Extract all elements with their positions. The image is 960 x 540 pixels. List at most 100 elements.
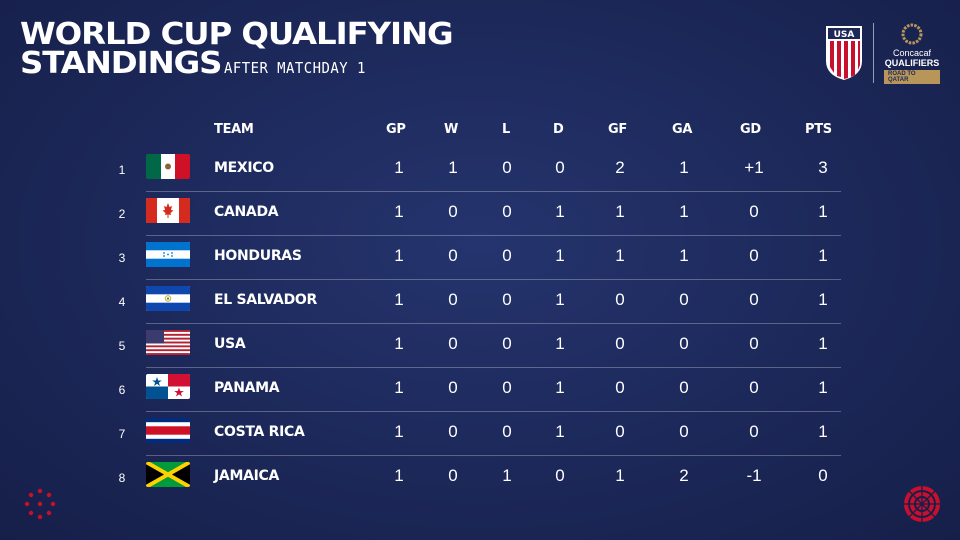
gd-cell: 0 — [749, 334, 759, 353]
d-cell: 0 — [555, 466, 565, 485]
team-name-cell: PANAMA — [214, 380, 280, 396]
costa-rica-flag-icon — [146, 418, 190, 443]
col-header-gp: GP — [386, 122, 406, 137]
table-row: 6 PANAMA 1 0 0 1 0 0 0 1 — [0, 368, 960, 412]
ga-cell: 1 — [679, 246, 689, 265]
team-name-cell: USA — [214, 336, 246, 352]
table-row: 5 USA 1 0 0 1 0 0 0 1 — [0, 324, 960, 368]
rank-cell: 7 — [118, 427, 126, 441]
ussf-seal-icon — [904, 486, 940, 522]
w-cell: 0 — [448, 334, 458, 353]
table-row: 7 COSTA RICA 1 0 0 1 0 0 0 1 — [0, 412, 960, 456]
gp-cell: 1 — [394, 246, 404, 265]
d-cell: 1 — [555, 334, 565, 353]
panama-flag-icon — [146, 374, 190, 399]
ga-cell: 0 — [679, 290, 689, 309]
gd-cell: 0 — [749, 202, 759, 221]
rank-cell: 6 — [118, 383, 126, 397]
d-cell: 1 — [555, 378, 565, 397]
rank-cell: 5 — [118, 339, 126, 353]
row-divider — [146, 279, 841, 280]
row-divider — [146, 367, 841, 368]
gd-cell: -1 — [746, 466, 762, 485]
honduras-flag-icon — [146, 242, 190, 267]
qualifiers-label: QUALIFIERS — [884, 58, 940, 68]
w-cell: 1 — [448, 158, 458, 177]
logo-group: USA Concacaf QUALIFIERS ROAD TO QATAR — [825, 22, 940, 84]
row-divider — [146, 235, 841, 236]
team-name-cell: HONDURAS — [214, 248, 302, 264]
l-cell: 0 — [502, 246, 512, 265]
canada-flag-icon — [146, 198, 190, 223]
concacaf-label: Concacaf — [892, 48, 932, 58]
gd-cell: 0 — [749, 378, 759, 397]
col-header-gd: GD — [740, 122, 761, 137]
col-header-ga: GA — [672, 122, 693, 137]
gf-cell: 0 — [615, 334, 625, 353]
l-cell: 0 — [502, 334, 512, 353]
concacaf-ring-icon — [901, 23, 923, 45]
d-cell: 1 — [555, 246, 565, 265]
w-cell: 0 — [448, 378, 458, 397]
d-cell: 0 — [555, 158, 565, 177]
ga-cell: 0 — [679, 334, 689, 353]
gd-cell: 0 — [749, 422, 759, 441]
team-name-cell: MEXICO — [214, 160, 274, 176]
gf-cell: 0 — [615, 378, 625, 397]
pts-cell: 1 — [818, 290, 828, 309]
l-cell: 0 — [502, 202, 512, 221]
title-block: WORLD CUP QUALIFYING STANDINGS AFTER MAT… — [20, 20, 454, 81]
pts-cell: 1 — [818, 334, 828, 353]
pts-cell: 3 — [818, 158, 828, 177]
l-cell: 0 — [502, 422, 512, 441]
ga-cell: 1 — [679, 158, 689, 177]
gp-cell: 1 — [394, 202, 404, 221]
pts-cell: 1 — [818, 422, 828, 441]
team-name-cell: COSTA RICA — [214, 424, 305, 440]
team-name-cell: JAMAICA — [214, 468, 280, 484]
gf-cell: 2 — [615, 158, 625, 177]
ga-cell: 0 — [679, 378, 689, 397]
page-title-standings: STANDINGS — [20, 46, 222, 81]
row-divider — [146, 191, 841, 192]
gp-cell: 1 — [394, 290, 404, 309]
l-cell: 0 — [502, 158, 512, 177]
jamaica-flag-icon — [146, 462, 190, 487]
table-body: 1 MEXICO 1 1 0 0 2 1 +1 3 2 CANADA 1 0 0 1 1 1 0 1 3 HONDURAS… — [0, 148, 960, 500]
gf-cell: 1 — [615, 466, 625, 485]
col-header-l: L — [502, 122, 510, 137]
gf-cell: 1 — [615, 202, 625, 221]
w-cell: 0 — [448, 202, 458, 221]
gp-cell: 1 — [394, 378, 404, 397]
el-salvador-flag-icon — [146, 286, 190, 311]
col-header-team: TEAM — [214, 122, 254, 137]
d-cell: 1 — [555, 422, 565, 441]
page-subtitle: AFTER MATCHDAY 1 — [224, 59, 367, 77]
ga-cell: 1 — [679, 202, 689, 221]
row-divider — [146, 411, 841, 412]
concacaf-qualifiers-logo: Concacaf QUALIFIERS ROAD TO QATAR — [884, 22, 940, 84]
l-cell: 0 — [502, 378, 512, 397]
l-cell: 1 — [502, 466, 512, 485]
table-row: 1 MEXICO 1 1 0 0 2 1 +1 3 — [0, 148, 960, 192]
stars-emblem-icon — [24, 488, 56, 520]
table-row: 4 EL SALVADOR 1 0 0 1 0 0 0 1 — [0, 280, 960, 324]
w-cell: 0 — [448, 246, 458, 265]
row-divider — [146, 323, 841, 324]
w-cell: 0 — [448, 466, 458, 485]
col-header-d: D — [553, 122, 564, 137]
standings-table: TEAM GP W L D GF GA GD PTS 1 MEXICO 1 1 0 0 2 1… — [0, 112, 960, 500]
col-header-pts: PTS — [805, 122, 832, 137]
gf-cell: 0 — [615, 290, 625, 309]
gd-cell: 0 — [749, 290, 759, 309]
rank-cell: 1 — [118, 163, 126, 177]
table-header-row: TEAM GP W L D GF GA GD PTS — [0, 112, 960, 148]
pts-cell: 1 — [818, 246, 828, 265]
gp-cell: 1 — [394, 466, 404, 485]
gp-cell: 1 — [394, 422, 404, 441]
rank-cell: 8 — [118, 471, 126, 485]
table-row: 2 CANADA 1 0 0 1 1 1 0 1 — [0, 192, 960, 236]
row-divider — [146, 455, 841, 456]
gp-cell: 1 — [394, 158, 404, 177]
d-cell: 1 — [555, 290, 565, 309]
